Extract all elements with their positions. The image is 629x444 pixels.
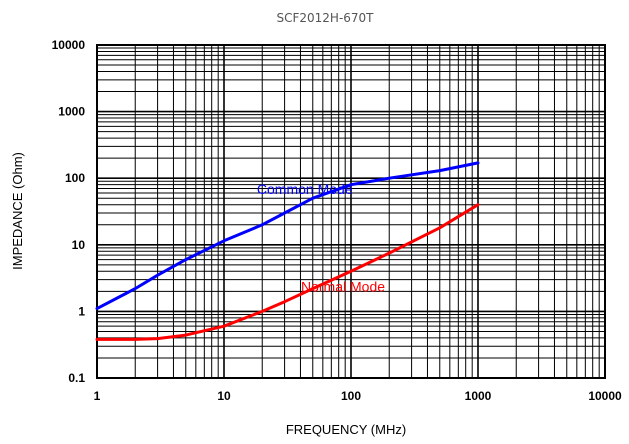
normal-mode-line	[95, 203, 480, 341]
y-tick-label: 1	[78, 304, 85, 318]
x-axis-label: FREQUENCY (MHz)	[286, 422, 406, 437]
x-tick-label: 10000	[588, 389, 622, 403]
series-lines: Common Mode Normal Mode	[95, 161, 480, 341]
x-tick-label: 100	[341, 389, 361, 403]
normal-mode-label: Normal Mode	[301, 278, 385, 294]
x-tick-label: 10	[217, 389, 231, 403]
y-tick-label: 10	[72, 238, 86, 252]
chart-title: SCF2012H-670T	[276, 11, 374, 25]
x-tick-label: 1	[94, 389, 101, 403]
grid-lines	[96, 45, 605, 379]
y-tick-label: 100	[65, 171, 85, 185]
common-mode-label: Common Mode	[257, 181, 353, 197]
tick-labels: 1 10 100 1000 10000 0.1 1 10 100 1000 10000	[52, 38, 622, 403]
plot-frame	[96, 44, 606, 379]
common-mode-line	[95, 161, 480, 311]
x-tick-label: 1000	[465, 389, 492, 403]
y-tick-label: 1000	[58, 105, 85, 119]
y-axis-label: IMPEDANCE (Ohm)	[10, 152, 25, 270]
y-tick-label: 10000	[52, 38, 86, 52]
y-tick-label: 0.1	[68, 371, 85, 385]
